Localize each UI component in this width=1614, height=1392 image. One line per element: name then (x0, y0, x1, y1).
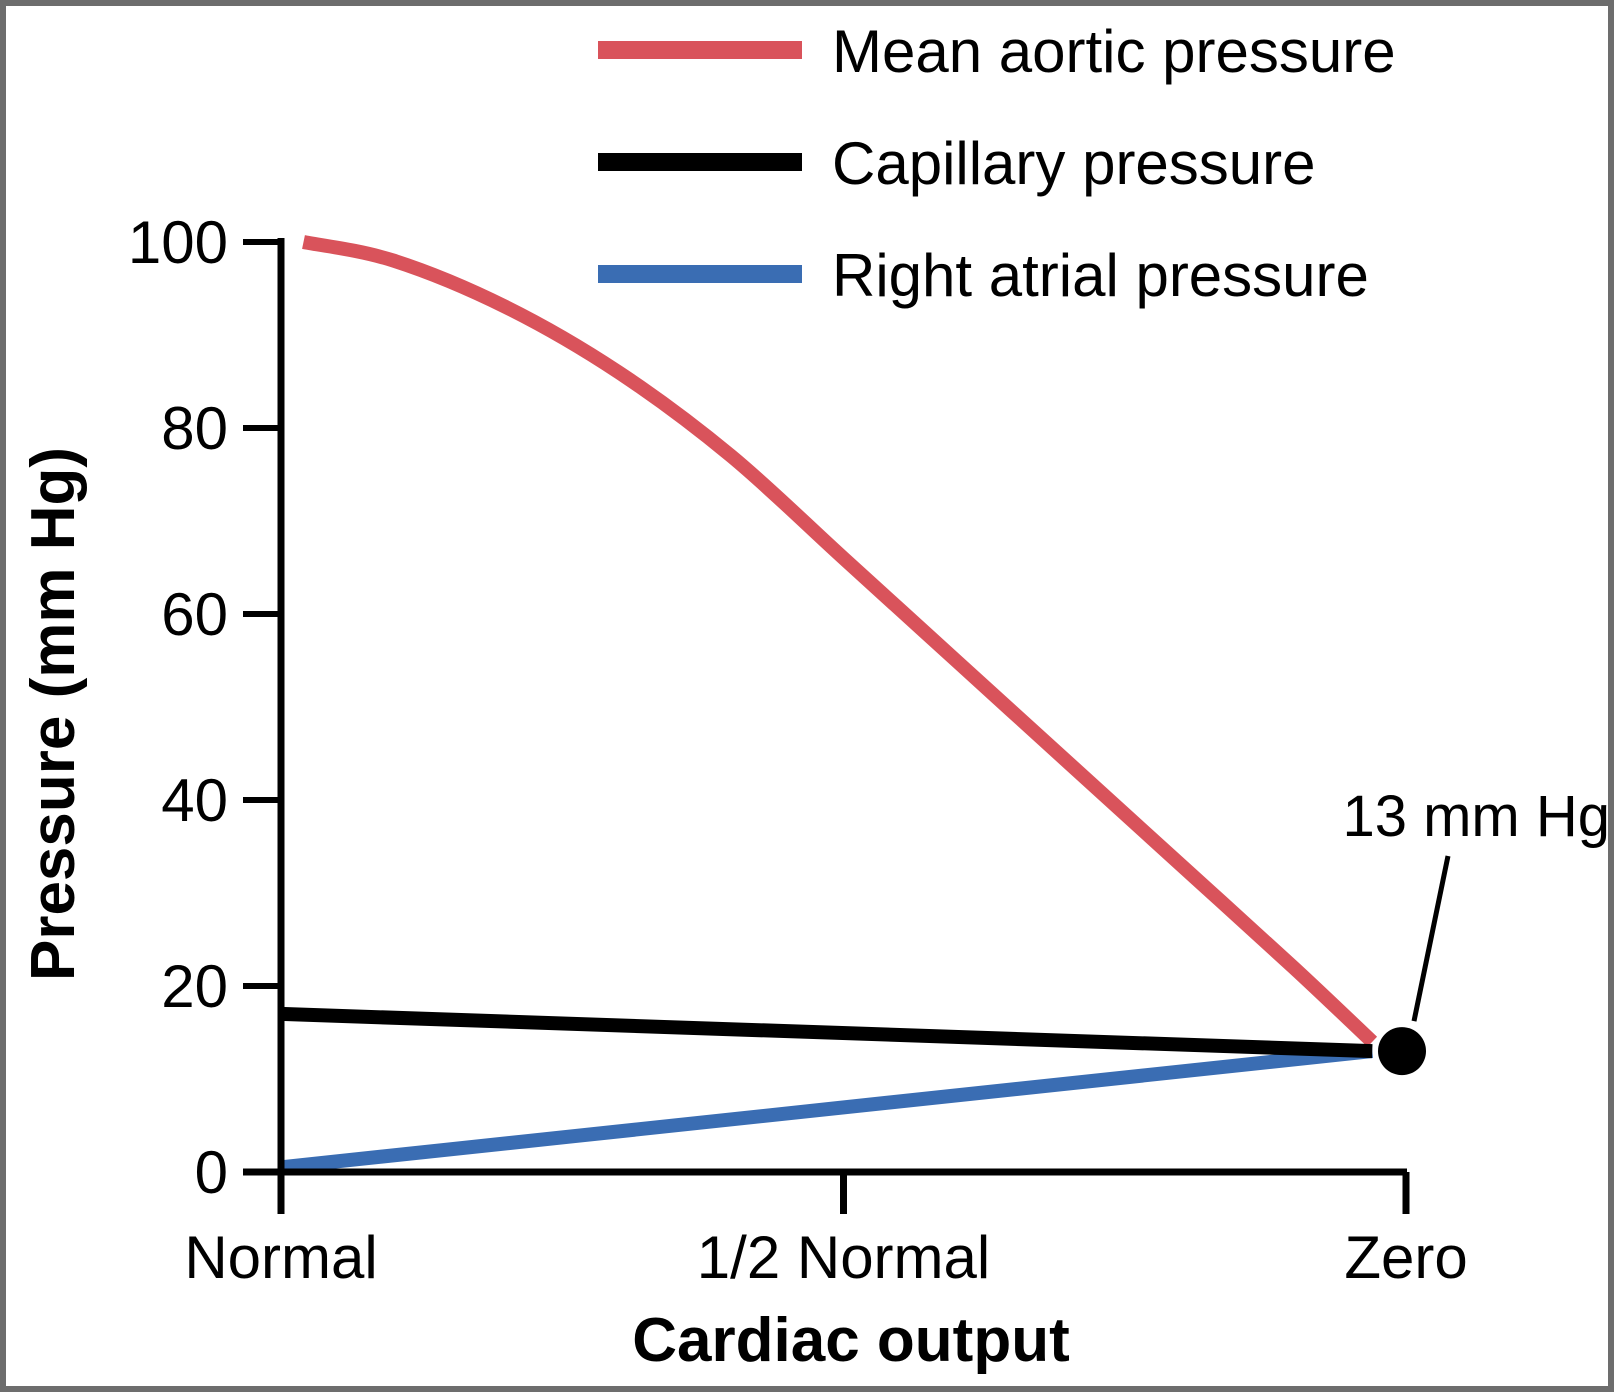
series-layer (280, 235, 1378, 1175)
legend-label: Capillary pressure (832, 130, 1316, 197)
legend-label: Mean aortic pressure (832, 18, 1396, 85)
y-axis-title: Pressure (mm Hg) (19, 447, 88, 981)
legend-label: Right atrial pressure (832, 242, 1369, 309)
mean-aortic-pressure-line (302, 235, 1378, 1047)
y-tick-label: 20 (161, 953, 228, 1020)
y-ticks: 0 20 40 60 80 100 (128, 209, 281, 1206)
pressure-chart: 0 20 40 60 80 100 Normal 1/2 Normal Zero Mean a… (19, 18, 1608, 1375)
y-tick-label: 100 (128, 209, 228, 276)
y-tick-label: 0 (195, 1139, 228, 1206)
capillary-pressure-line (280, 1006, 1373, 1059)
y-tick-label: 80 (161, 395, 228, 462)
x-tick-label: Normal (184, 1224, 377, 1291)
x-axis-title: Cardiac output (632, 1306, 1069, 1375)
x-tick-label: Zero (1344, 1224, 1467, 1291)
endpoint-marker (1378, 1027, 1426, 1076)
annotation-leader-line (1411, 855, 1451, 1022)
x-ticks: Normal 1/2 Normal Zero (184, 1172, 1468, 1291)
right-atrial-pressure-line (280, 1044, 1373, 1175)
legend: Mean aortic pressure Capillary pressure Ri… (598, 18, 1396, 309)
x-tick-label: 1/2 Normal (697, 1224, 990, 1291)
annotation-label: 13 mm Hg (1342, 784, 1608, 849)
annotation-group: 13 mm Hg (1342, 784, 1608, 1076)
chart-frame: 0 20 40 60 80 100 Normal 1/2 Normal Zero Mean a… (6, 6, 1608, 1386)
y-tick-label: 40 (161, 767, 228, 834)
y-tick-label: 60 (161, 581, 228, 648)
